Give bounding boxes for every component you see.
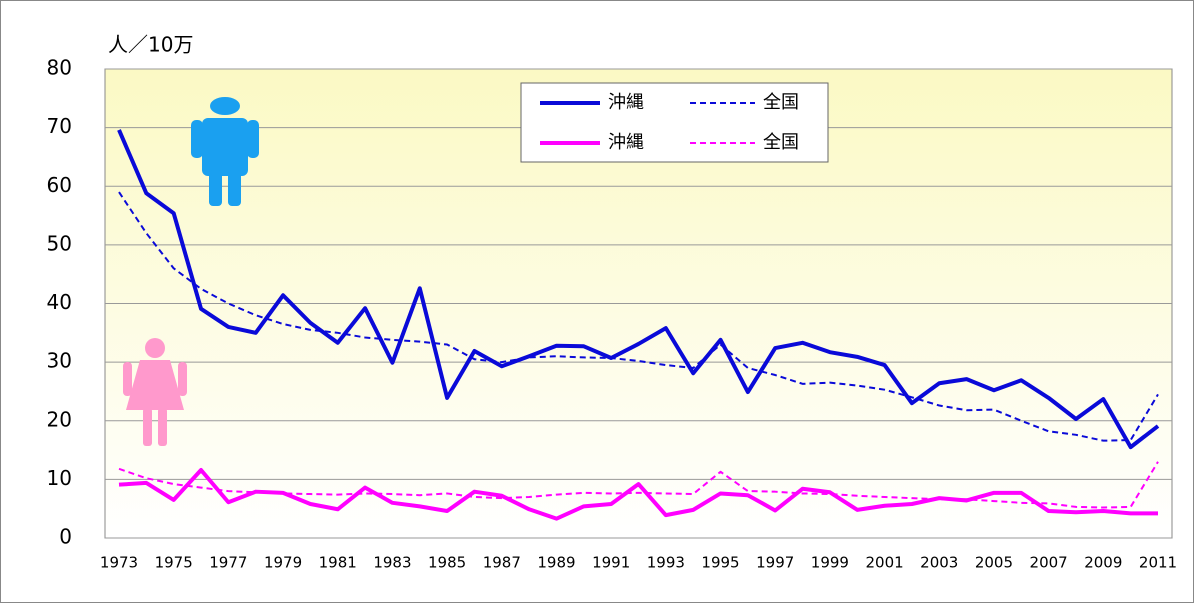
x-tick-label: 2001 (865, 554, 903, 572)
x-tick-label: 1989 (537, 554, 575, 572)
x-tick-label: 2005 (975, 554, 1013, 572)
y-tick-label: 70 (47, 114, 72, 138)
x-tick-label: 2003 (920, 554, 958, 572)
x-tick-label: 1979 (264, 554, 302, 572)
x-tick-label: 1977 (209, 554, 247, 572)
x-tick-label: 2009 (1084, 554, 1122, 572)
legend-label: 沖縄 (608, 92, 644, 113)
x-tick-label: 1987 (483, 554, 521, 572)
x-tick-label: 1973 (100, 554, 138, 572)
x-tick-label: 1983 (373, 554, 411, 572)
lines (117, 129, 1160, 521)
y-tick-label: 50 (47, 231, 72, 255)
y-tick-label: 30 (47, 349, 72, 373)
x-tick-label: 1997 (756, 554, 794, 572)
x-tick-label: 1999 (811, 554, 849, 572)
y-axis-label: 人／10万 (108, 33, 193, 57)
x-tick-label: 1975 (155, 554, 193, 572)
x-tick-label: 1993 (647, 554, 685, 572)
x-tick-label: 2011 (1139, 554, 1177, 572)
x-tick-label: 1995 (701, 554, 739, 572)
x-tick-label: 1985 (428, 554, 466, 572)
legend-label: 全国 (763, 132, 799, 153)
x-tick-label: 2007 (1030, 554, 1068, 572)
x-tick-label: 1981 (319, 554, 357, 572)
legend-label: 沖縄 (608, 132, 644, 153)
female-icon (123, 338, 187, 446)
male-icon (191, 97, 259, 206)
series-line (118, 467, 1158, 521)
y-tick-label: 80 (47, 56, 72, 80)
series-line (118, 461, 1159, 509)
x-tick-label: 1991 (592, 554, 630, 572)
y-tick-label: 20 (47, 407, 72, 431)
legend-label: 全国 (763, 92, 799, 113)
y-tick-label: 40 (47, 290, 72, 314)
series-line (117, 129, 1160, 450)
legend (520, 82, 829, 163)
y-tick-label: 0 (59, 525, 72, 549)
y-tick-label: 60 (47, 173, 72, 197)
y-tick-label: 10 (47, 466, 72, 490)
